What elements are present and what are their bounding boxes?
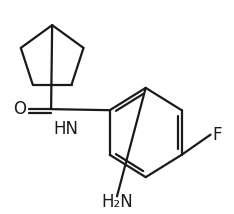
Text: F: F	[212, 126, 222, 144]
Text: O: O	[13, 100, 26, 118]
Text: H₂N: H₂N	[101, 193, 133, 211]
Text: HN: HN	[54, 120, 78, 138]
